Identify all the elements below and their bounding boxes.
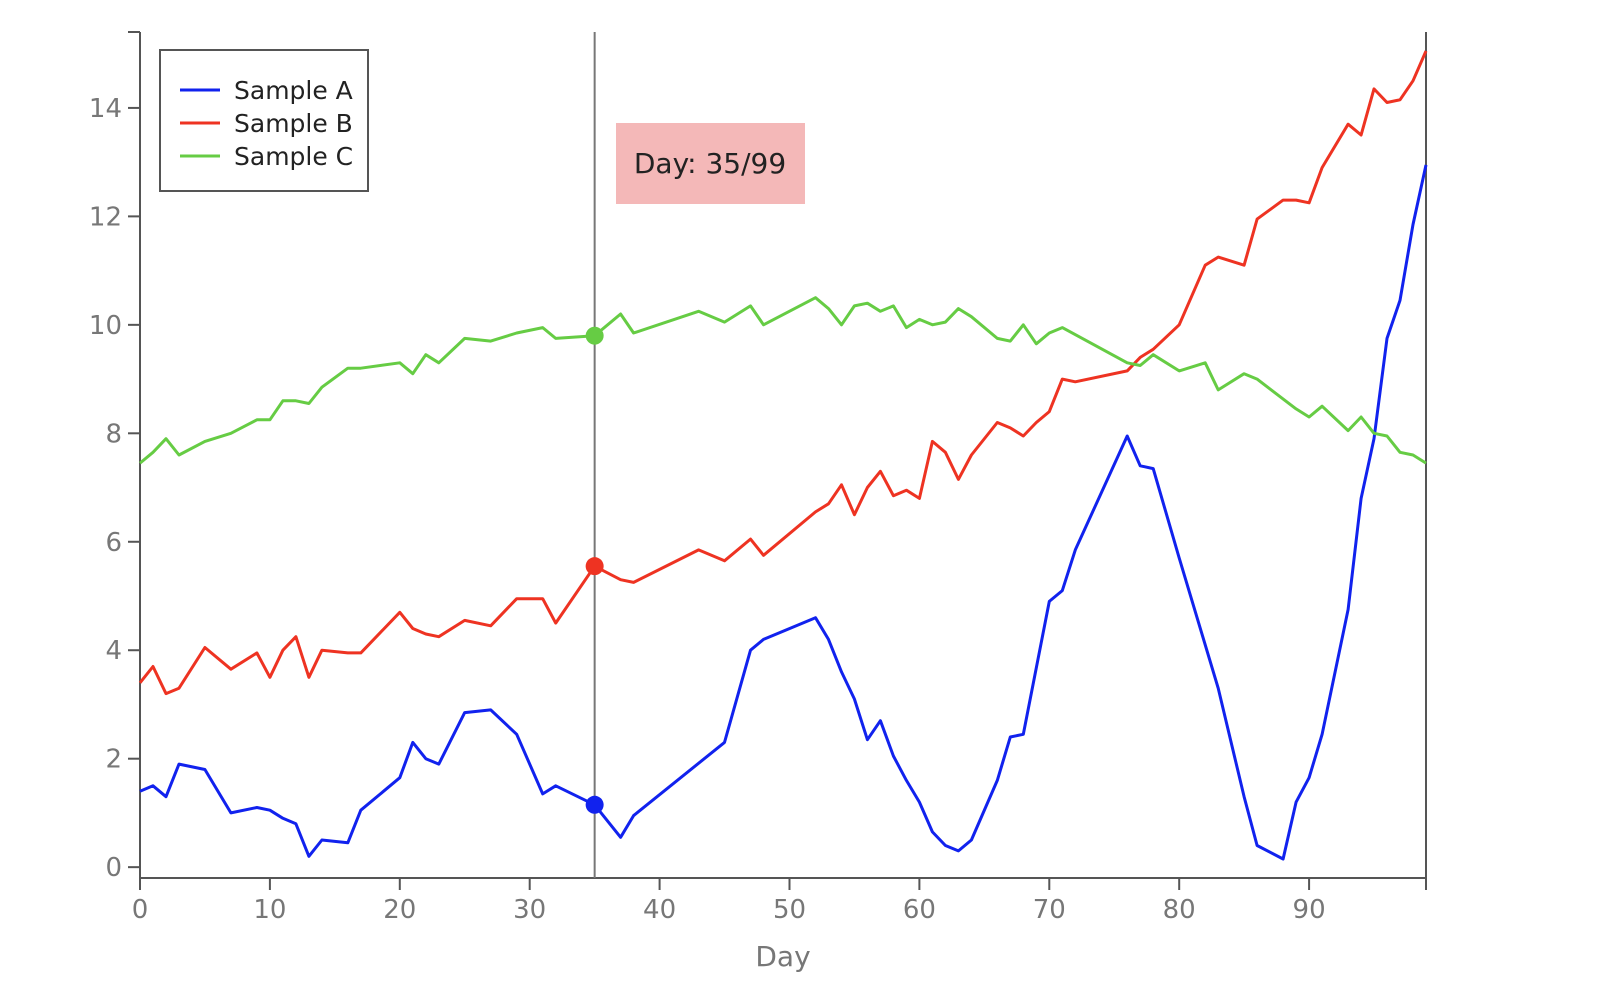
- x-tick-label: 90: [1293, 895, 1326, 925]
- cursor-marker-sample-b: [585, 557, 604, 576]
- legend-label-sample-c: Sample C: [234, 142, 353, 171]
- cursor-marker-sample-c: [585, 326, 604, 345]
- y-tick-label: 0: [105, 853, 122, 883]
- legend-box: [159, 49, 369, 192]
- legend: Sample A Sample B Sample C: [159, 49, 369, 192]
- x-tick-label: 50: [773, 895, 806, 925]
- x-axis-title: Day: [755, 940, 810, 973]
- x-tick-label: 10: [253, 895, 286, 925]
- cursor-tooltip-box: [616, 123, 805, 204]
- cursor-tooltip: Day: 35/99: [616, 123, 805, 204]
- x-tick-label: 40: [643, 895, 676, 925]
- x-ticks: 0 10 20 30 40 50 60 70 80 90: [132, 878, 1427, 925]
- cursor-marker-sample-a: [585, 795, 604, 814]
- x-tick-label: 20: [383, 895, 416, 925]
- legend-label-sample-a: Sample A: [234, 76, 353, 105]
- y-tick-label: 10: [89, 311, 122, 341]
- y-ticks: 0 2 4 6 8 10 12 14: [89, 94, 140, 883]
- x-tick-label: 30: [513, 895, 546, 925]
- series-layer: [138, 50, 1428, 861]
- series-line-sample-b: [138, 50, 1428, 696]
- y-tick-label: 12: [89, 202, 122, 232]
- y-tick-label: 4: [105, 636, 122, 666]
- x-tick-label: 60: [903, 895, 936, 925]
- y-tick-label: 2: [105, 745, 122, 775]
- y-tick-label: 6: [105, 528, 122, 558]
- x-tick-label: 0: [132, 895, 149, 925]
- x-tick-label: 80: [1163, 895, 1196, 925]
- x-tick-label: 70: [1033, 895, 1066, 925]
- axes: [128, 31, 1427, 879]
- series-line-sample-c: [139, 296, 1427, 465]
- cursor-tooltip-text: Day: 35/99: [634, 147, 786, 180]
- cursor-markers: [585, 326, 604, 814]
- legend-label-sample-b: Sample B: [234, 109, 353, 138]
- series-line-sample-a: [139, 164, 1428, 861]
- y-tick-label: 8: [105, 419, 122, 449]
- y-tick-label: 14: [89, 94, 122, 124]
